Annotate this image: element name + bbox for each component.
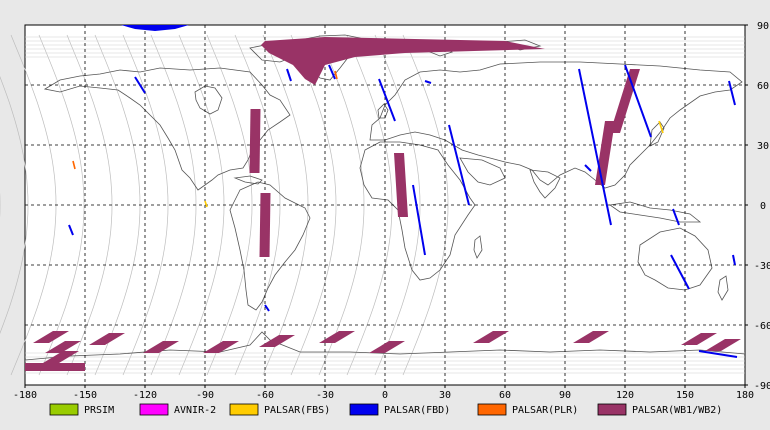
y-tick-label: 0	[760, 201, 766, 212]
fbd-coverage-track	[378, 78, 396, 122]
x-tick-label: 150	[676, 390, 694, 401]
wb-coverage-antarctic	[45, 341, 81, 353]
fbd-coverage-track	[134, 76, 146, 94]
x-tick-label: 60	[499, 390, 511, 401]
wb-coverage-antarctic	[319, 331, 355, 343]
x-tick-label: -60	[256, 390, 274, 401]
orbit-track	[206, 34, 253, 376]
wb-coverage-swath	[394, 153, 408, 217]
wb-coverage-antarctic	[203, 341, 239, 353]
coastline-north-america	[43, 67, 291, 191]
x-tick-label: -180	[13, 390, 37, 401]
y-tick-label: 30	[757, 141, 769, 152]
coastline-uk	[377, 103, 389, 119]
fbd-coverage-track	[448, 124, 470, 206]
plr-coverage-track	[334, 70, 338, 80]
legend-label: PALSAR(WB1/WB2)	[632, 405, 722, 416]
coastline-australia	[637, 227, 713, 291]
x-tick-label: -30	[316, 390, 334, 401]
orbit-track	[122, 34, 169, 376]
x-tick-label: -150	[73, 390, 97, 401]
fbd-coverage-track	[624, 64, 652, 138]
fbd-coverage-track	[424, 80, 432, 84]
fbd-coverage-track	[68, 224, 74, 236]
wb-coverage-swath	[259, 193, 271, 257]
coastline-arabia	[459, 157, 506, 186]
wb-coverage-antarctic	[143, 341, 179, 353]
coastline-japan	[649, 121, 665, 147]
x-tick-label: 0	[382, 390, 388, 401]
coastline-europe	[369, 61, 743, 189]
wb-coverage-swath	[249, 109, 261, 173]
wb-coverage-antarctic	[473, 331, 509, 343]
wb-coverage-antarctic	[573, 331, 609, 343]
x-tick-label: -90	[196, 390, 214, 401]
x-tick-label: 90	[559, 390, 571, 401]
fbd-coverage-track	[264, 304, 270, 312]
coastline-india	[529, 169, 561, 199]
fbs-coverage-track	[658, 120, 664, 134]
wb-coverage-antarctic	[681, 333, 717, 345]
legend-label: PRSIM	[84, 405, 114, 416]
wb-coverage-antarctic	[369, 341, 405, 353]
fbd-coverage-track	[728, 80, 736, 106]
legend-label: PALSAR(FBS)	[264, 405, 330, 416]
wb-coverage-antarctic	[43, 351, 79, 363]
y-tick-label: 60	[757, 81, 769, 92]
coastline-hudson-bay	[194, 85, 223, 115]
fbd-coverage-track	[578, 68, 612, 226]
fbd-coverage-track	[286, 68, 292, 82]
wb-coverage-greenland	[261, 37, 545, 85]
x-axis-ticks: -180 -150 -120 -90 -60 -30 0 30 60 90 120 150 180	[13, 385, 754, 401]
fbd-coverage-north-pole	[121, 25, 189, 31]
coastline-south-america	[229, 181, 311, 311]
legend-swatch	[139, 403, 169, 416]
coastline-madagascar	[473, 235, 483, 259]
legend-swatch	[349, 403, 379, 416]
x-tick-label: -120	[133, 390, 157, 401]
legend-label: PALSAR(FBD)	[384, 405, 450, 416]
y-axis-ticks: 90 60 30 0 -30 -60 -90	[745, 21, 770, 392]
legend-swatch	[597, 403, 627, 416]
y-tick-label: -30	[754, 261, 770, 272]
y-tick-label: -60	[754, 321, 770, 332]
fbd-coverage-track	[670, 254, 690, 290]
wb-coverage-antarctic	[705, 339, 741, 351]
fbd-coverage-track	[698, 350, 738, 358]
x-tick-label: 120	[616, 390, 634, 401]
x-tick-label: 30	[439, 390, 451, 401]
fbd-coverage-track	[328, 64, 336, 80]
coastline-caribbean	[233, 175, 263, 185]
legend-label: PALSAR(PLR)	[512, 405, 578, 416]
y-tick-label: 90	[757, 21, 769, 32]
legend-swatch	[229, 403, 259, 416]
y-tick-label: -90	[754, 381, 770, 392]
wb-coverage-antarctic	[33, 331, 69, 343]
coastline-indonesia	[608, 201, 702, 223]
plr-coverage-track	[72, 160, 76, 170]
orbit-track	[0, 76, 29, 334]
coastline-new-zealand	[717, 275, 729, 301]
legend: PRSIM AVNIR-2 PALSAR(FBS) PALSAR(FBD) PALSAR…	[49, 403, 722, 416]
legend-swatch	[49, 403, 79, 416]
legend-swatch	[477, 403, 507, 416]
observation-coverage	[25, 25, 741, 371]
wb-coverage-antarctic	[89, 333, 125, 345]
x-tick-label: 180	[736, 390, 754, 401]
wb-coverage-antarctic	[259, 335, 295, 347]
fbd-coverage-track	[732, 254, 736, 266]
legend-label: AVNIR-2	[174, 405, 216, 416]
fbd-coverage-track	[412, 184, 426, 256]
fbs-coverage-track	[204, 200, 208, 208]
orbit-track	[290, 34, 337, 376]
fbd-coverage-track	[584, 164, 592, 172]
fbd-coverage-track	[672, 208, 680, 226]
wb-coverage-antarctic-strip	[25, 363, 85, 371]
